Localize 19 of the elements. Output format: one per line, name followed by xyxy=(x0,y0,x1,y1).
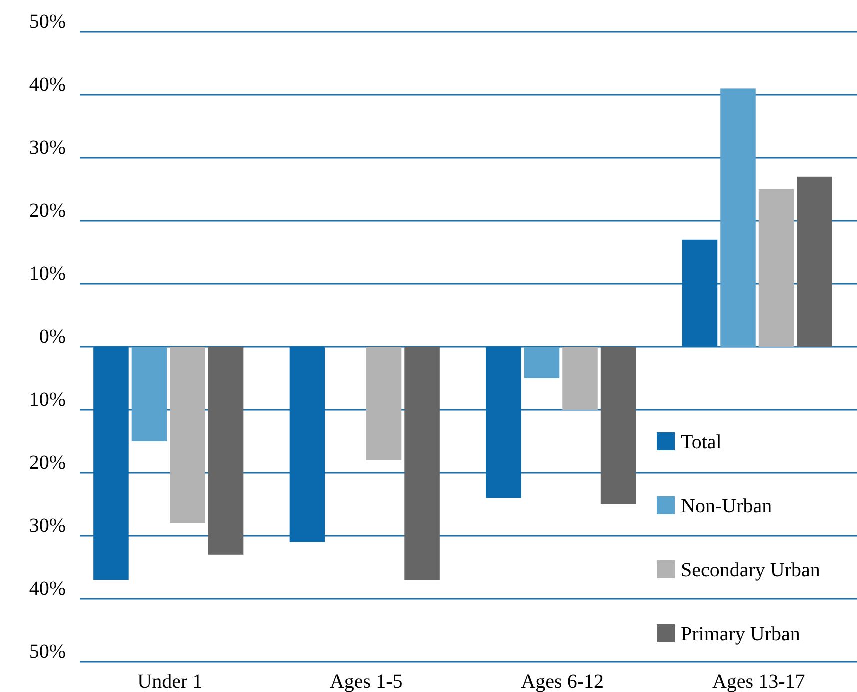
x-tick-label: Ages 1-5 xyxy=(330,671,403,692)
legend-label: Non-Urban xyxy=(681,496,772,518)
x-tick-label: Ages 13-17 xyxy=(712,671,806,692)
legend-label: Total xyxy=(681,432,722,454)
legend-label: Primary Urban xyxy=(681,624,800,646)
y-tick-label: 10% xyxy=(29,263,66,285)
y-tick-label: 10% xyxy=(29,389,66,411)
y-tick-label: 50% xyxy=(29,641,66,663)
y-tick-label: 30% xyxy=(29,137,66,159)
y-tick-label: 20% xyxy=(29,200,66,222)
x-tick-label: Under 1 xyxy=(138,671,203,692)
legend-label: Secondary Urban xyxy=(681,560,820,582)
y-tick-label: 30% xyxy=(29,515,66,537)
y-tick-label: 20% xyxy=(29,452,66,474)
y-tick-label: 50% xyxy=(29,11,66,33)
y-tick-label: 40% xyxy=(29,74,66,96)
y-tick-label: 40% xyxy=(29,578,66,600)
y-tick-label: 0% xyxy=(39,326,66,348)
x-tick-label: Ages 6-12 xyxy=(521,671,604,692)
